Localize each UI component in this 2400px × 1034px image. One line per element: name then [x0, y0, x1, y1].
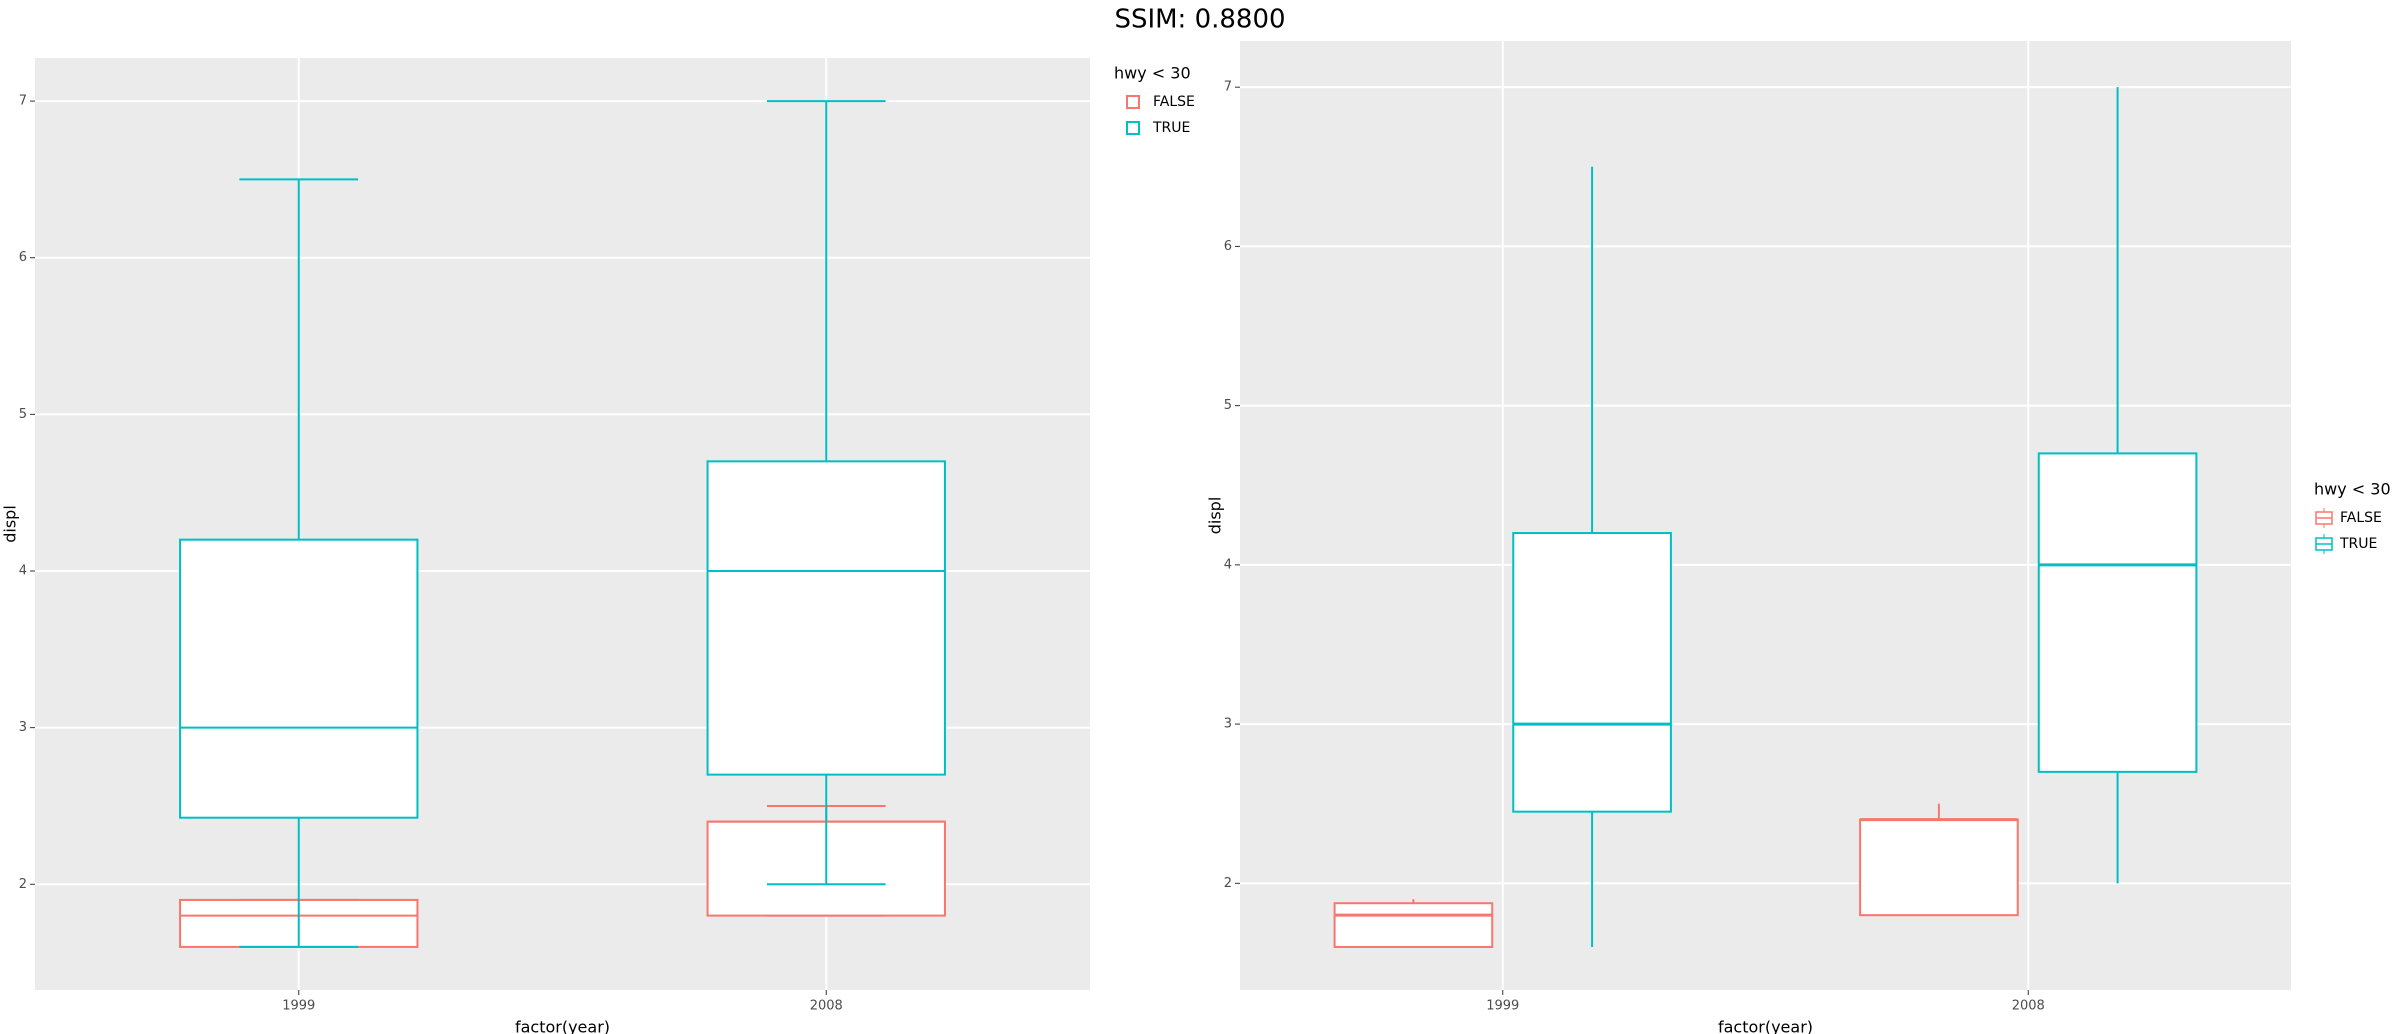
y-tick-label: 2 [1224, 876, 1232, 891]
y-tick-label: 3 [1224, 717, 1232, 732]
x-axis-label: factor(year) [515, 1018, 610, 1034]
y-tick-label: 6 [1224, 239, 1232, 254]
y-tick-label: 2 [19, 877, 27, 892]
x-tick-label: 1999 [282, 999, 315, 1014]
box [179, 538, 419, 819]
legend-key [1126, 121, 1140, 135]
legend-label: FALSE [1153, 94, 1195, 110]
x-tick-label: 2008 [2012, 999, 2045, 1014]
y-tick-label: 4 [19, 563, 27, 578]
y-tick-label: 4 [1224, 557, 1232, 572]
y-tick-label: 5 [19, 407, 27, 422]
x-tick-label: 1999 [1486, 999, 1519, 1014]
legend-key [1126, 95, 1140, 109]
legend-title: hwy < 30 [1114, 64, 1191, 83]
legend-title: hwy < 30 [2314, 480, 2391, 499]
box [1512, 532, 1672, 813]
legend-label: TRUE [2339, 536, 2377, 552]
box [1333, 902, 1494, 949]
y-axis-label: displ [1, 505, 20, 543]
box [1859, 818, 2019, 917]
legend-label: FALSE [2340, 510, 2382, 526]
legend-label: TRUE [1152, 120, 1190, 136]
y-tick-label: 7 [1224, 80, 1232, 95]
x-axis-label: factor(year) [1718, 1018, 1813, 1034]
y-tick-label: 5 [1224, 398, 1232, 413]
x-tick-label: 2008 [810, 999, 843, 1014]
figure-title: SSIM: 0.8800 [1114, 5, 1285, 35]
y-tick-label: 3 [19, 720, 27, 735]
y-tick-label: 6 [19, 250, 27, 265]
y-tick-label: 7 [19, 94, 27, 109]
box [2037, 452, 2198, 773]
box [706, 460, 946, 776]
y-axis-label: displ [1206, 497, 1225, 535]
